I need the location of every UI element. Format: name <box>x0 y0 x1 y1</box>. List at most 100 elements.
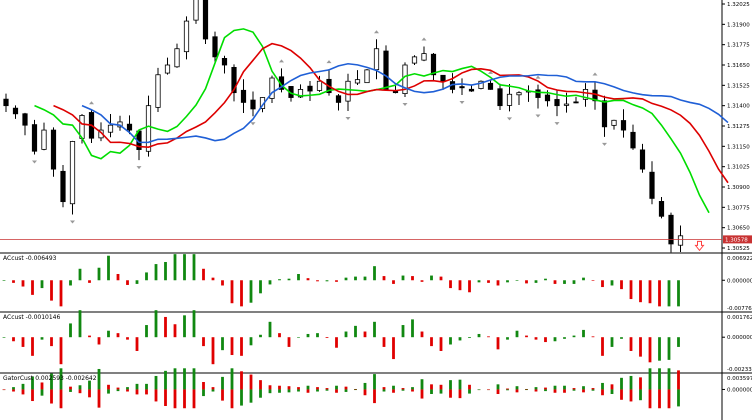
histogram-bar-lower <box>373 389 376 404</box>
panel-label-ACcust2: ACcust -0.0010146 <box>3 314 60 321</box>
candle-body <box>421 53 427 61</box>
histogram-bar <box>316 280 319 282</box>
histogram-bar <box>259 380 262 390</box>
histogram-bar <box>78 268 82 281</box>
histogram-bar-lower <box>145 389 148 395</box>
histogram-bar <box>648 280 652 304</box>
histogram-bar-lower <box>639 389 642 401</box>
histogram-bar-lower <box>477 389 481 391</box>
candle-body <box>231 66 237 94</box>
histogram-bar <box>420 331 424 338</box>
histogram-bar-lower <box>430 389 433 394</box>
histogram-bar-lower <box>648 389 652 409</box>
histogram-bar <box>211 337 215 365</box>
axis-tick-label: 1.30525 <box>727 246 750 252</box>
histogram-bar <box>344 331 348 338</box>
histogram-bar <box>563 337 566 339</box>
histogram-bar <box>173 254 177 281</box>
histogram-bar <box>525 280 528 284</box>
histogram-bar <box>411 387 414 390</box>
candle-body <box>677 235 684 246</box>
histogram-bar <box>582 386 585 390</box>
candle-body <box>497 88 503 107</box>
histogram-bar <box>202 382 205 390</box>
axis-tick-label: 1.31400 <box>727 104 750 110</box>
histogram-bar <box>487 336 490 338</box>
histogram-bar-lower <box>221 389 224 401</box>
fractal-down-marker <box>32 160 37 164</box>
histogram-bar <box>126 387 129 390</box>
histogram-bar-lower <box>496 389 500 394</box>
fractal-down-marker <box>70 220 75 224</box>
histogram-bar <box>31 337 34 356</box>
fractal-down-marker <box>250 122 256 126</box>
histogram-bar <box>629 337 633 351</box>
histogram-bar <box>40 337 44 340</box>
current-price-text: 1.30578 <box>725 237 748 243</box>
histogram-bar <box>221 376 224 390</box>
axis-tick-label: 1.31900 <box>727 22 750 28</box>
candle-body <box>554 99 560 107</box>
histogram-bar <box>78 310 82 338</box>
fractal-down-marker <box>345 117 351 121</box>
histogram-bar <box>373 321 376 338</box>
histogram-bar <box>12 280 15 283</box>
moving-average-0 <box>34 28 710 214</box>
axis-tick-label: 1.31150 <box>727 144 750 150</box>
panel-tick-label: 0.000000 <box>727 335 752 341</box>
candle-body <box>668 214 674 245</box>
histogram-bar-lower <box>392 389 395 393</box>
histogram-bar-lower <box>278 389 281 393</box>
candle-body <box>544 94 551 102</box>
histogram-bar <box>2 280 6 281</box>
histogram-bar <box>126 280 129 285</box>
histogram-bar <box>145 325 148 338</box>
histogram-bar <box>135 280 139 284</box>
histogram-bar-lower <box>183 389 186 409</box>
candle-body <box>354 79 361 84</box>
candle-body <box>649 171 655 199</box>
candle-body <box>50 129 57 170</box>
histogram-bar <box>382 337 386 347</box>
histogram-bar-lower <box>325 389 329 391</box>
histogram-bar <box>154 375 158 390</box>
axis-tick-label: 1.31025 <box>727 165 750 171</box>
histogram-bar <box>677 370 680 390</box>
candle-body <box>69 141 76 205</box>
histogram-bar <box>648 368 652 390</box>
histogram-bar-lower <box>202 389 205 397</box>
candle-body <box>193 0 199 21</box>
fractal-up-marker <box>488 70 493 74</box>
histogram-bar <box>145 272 148 281</box>
fractal-down-marker <box>602 142 607 146</box>
histogram-bar-lower <box>601 389 604 396</box>
histogram-bar <box>487 280 490 283</box>
histogram-bar <box>116 333 120 338</box>
histogram-bar <box>12 387 15 390</box>
histogram-bar <box>354 276 357 281</box>
histogram-bar <box>601 382 604 390</box>
histogram-bar <box>240 337 243 356</box>
fractal-down-marker <box>402 102 408 106</box>
histogram-bar <box>392 385 395 390</box>
histogram-bar <box>335 280 338 282</box>
histogram-bar <box>572 335 576 338</box>
fractal-up-marker <box>535 75 541 79</box>
histogram-bar <box>31 280 34 295</box>
histogram-bar <box>620 280 623 290</box>
histogram-bar <box>477 333 481 338</box>
histogram-bar-lower <box>658 389 661 409</box>
panel-tick-label: -0.0023330 <box>727 367 752 373</box>
histogram-bar <box>287 386 291 390</box>
histogram-bar <box>572 388 576 390</box>
histogram-bar <box>69 323 72 338</box>
histogram-bar <box>97 368 101 390</box>
histogram-bar <box>601 337 604 356</box>
candle-body <box>468 88 475 92</box>
histogram-bar <box>354 325 357 338</box>
histogram-bar <box>411 276 414 281</box>
histogram-bar <box>192 254 196 281</box>
candle-body <box>221 58 228 66</box>
histogram-bar <box>344 277 348 281</box>
fractal-down-marker <box>535 114 541 118</box>
